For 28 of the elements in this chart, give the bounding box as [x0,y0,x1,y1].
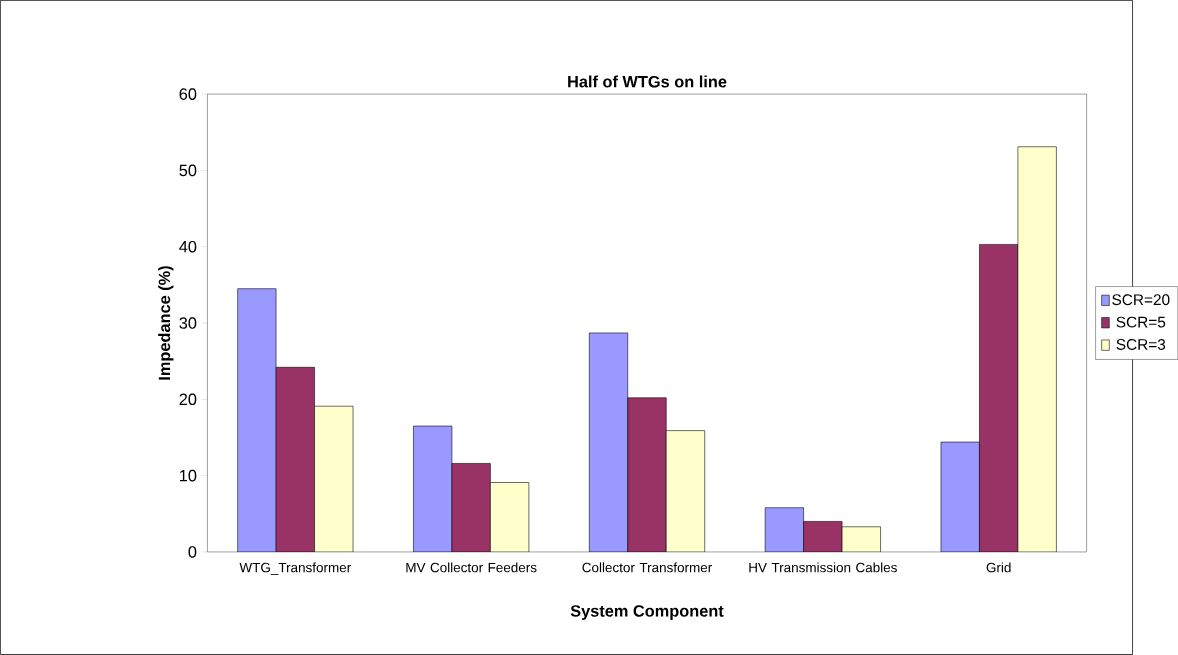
y-tick-label: 10 [180,469,197,482]
bar [237,288,277,553]
bar [803,521,843,553]
x-tick-label: WTG_Transformer [239,562,351,575]
y-tick-label: 30 [179,317,197,329]
y-tick-label: 40 [179,240,197,253]
y-tick-label: 50 [179,164,197,177]
bar [940,441,980,553]
x-tick-label: Grid [986,562,1011,573]
y-tick-label: 20 [179,393,197,406]
legend-label: SCR=3 [1116,339,1166,350]
bar [627,397,667,553]
chart-title: Half of WTGs on line [568,75,727,88]
bar [589,332,629,553]
y-tick-label: 60 [179,88,197,100]
y-axis-title: Impedance (%) [158,266,174,380]
bar [979,244,1019,553]
bar [764,507,804,553]
x-tick-label: MV Collector Feeders [406,562,537,573]
bar [275,367,315,553]
x-tick-label: HV Transmission Cables [749,562,897,573]
bar [451,463,491,553]
legend-label: SCR=5 [1116,316,1166,328]
bar [413,425,453,553]
x-tick-label: Collector Transformer [582,562,713,573]
y-tick-label: 0 [188,546,197,558]
legend-label: SCR=20 [1112,294,1170,306]
x-axis-title: System Component [570,605,724,621]
